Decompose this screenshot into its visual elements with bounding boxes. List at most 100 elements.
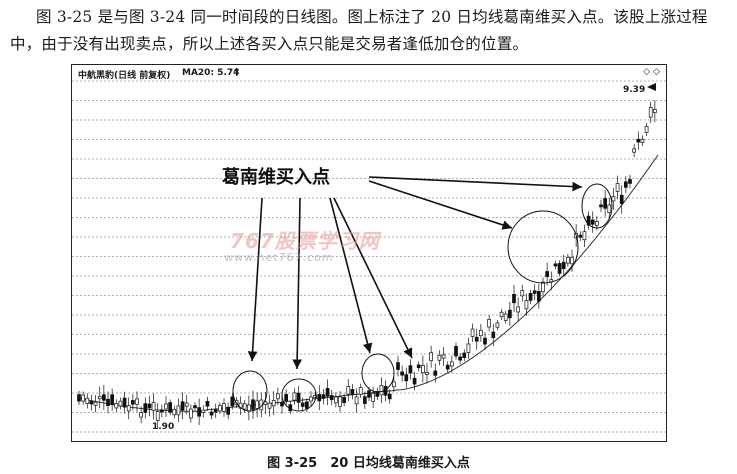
candle-body <box>85 397 90 404</box>
ma20-readout: MA20: 5.74 <box>182 68 240 78</box>
candle-body <box>387 393 392 400</box>
candle-body <box>135 398 139 405</box>
candle-body <box>338 396 342 407</box>
candle-body <box>603 198 607 209</box>
candle-body <box>566 256 570 264</box>
candle-body <box>126 405 131 412</box>
candle-body <box>532 290 537 294</box>
candle-body <box>151 401 156 411</box>
candle-body <box>325 388 330 397</box>
candle-body <box>396 362 400 370</box>
annotation-arrow <box>368 176 583 192</box>
candle-body <box>495 322 500 328</box>
candle-body <box>242 403 247 410</box>
candle-body <box>611 196 616 202</box>
candle-body <box>466 343 471 353</box>
candle-body <box>222 403 226 412</box>
candle-body <box>363 396 367 404</box>
figure-caption: 图 3-25 20 日均线葛南维买入点 <box>267 456 470 471</box>
candle-body <box>230 396 235 407</box>
candle-body <box>267 402 272 409</box>
candle-body <box>640 138 645 143</box>
chart-stock-title: 中航黑豹(日线 前复权) <box>78 71 171 81</box>
candle-body <box>89 401 94 405</box>
chart-corner-icons: ◇ ◇ <box>643 67 660 77</box>
candle-body <box>313 394 317 398</box>
candle-body <box>309 396 313 402</box>
candle-body <box>392 381 396 388</box>
annotation-arrow <box>333 197 413 359</box>
candle-body <box>168 402 172 413</box>
candle-body <box>516 306 520 313</box>
watermark-url: www.net767.com <box>224 251 334 264</box>
buy-point-circle <box>507 210 579 284</box>
candle-body <box>97 395 102 400</box>
candle-body <box>371 393 375 402</box>
candle-body <box>553 263 558 267</box>
candle-body <box>483 337 487 345</box>
candle-body <box>615 183 620 192</box>
buy-point-circle <box>361 353 395 393</box>
candle-body <box>334 396 338 404</box>
candle-body <box>139 412 143 418</box>
chart-canvas <box>72 80 668 433</box>
candle-body <box>632 148 636 153</box>
candle-body <box>537 291 541 302</box>
candle-body <box>164 403 168 410</box>
candle-body <box>429 352 433 362</box>
candle-body <box>454 346 458 357</box>
candle-body <box>77 394 81 402</box>
buy-point-annotation: 葛南维买入点 <box>222 167 330 188</box>
candle-body <box>425 371 429 375</box>
candle-body <box>412 377 417 385</box>
candle-body <box>110 394 114 405</box>
up-arrow-icon: ↑ <box>232 66 242 79</box>
candle-body <box>354 396 359 405</box>
candle-body <box>470 328 475 337</box>
candle-body <box>147 403 152 409</box>
candle-body <box>450 361 454 367</box>
candle-body <box>226 406 230 415</box>
candle-body <box>445 364 450 370</box>
candle-body <box>251 399 255 410</box>
kline-chart: 中航黑豹(日线 前复权) MA20: 5.74 ↑ ◇ ◇ 9.39 1.90 … <box>71 64 668 442</box>
candle-body <box>524 300 529 310</box>
candle-body <box>106 398 110 406</box>
ma20-line <box>77 154 659 412</box>
annotation-arrow <box>292 197 302 370</box>
candle-body <box>520 290 525 297</box>
candle-body <box>284 394 288 402</box>
candle-body <box>131 400 135 405</box>
candle-body <box>189 408 193 419</box>
candle-body <box>437 354 442 361</box>
candle-body <box>590 219 595 225</box>
candle-body <box>180 401 185 411</box>
candle-body <box>342 397 346 404</box>
candle-body <box>653 109 657 113</box>
candle-body <box>280 402 284 407</box>
candle-body <box>433 370 438 376</box>
candle-body <box>209 411 214 416</box>
candle-body <box>512 293 516 304</box>
candle-body <box>205 401 210 407</box>
candle-body <box>648 107 653 118</box>
candle-body <box>172 408 177 416</box>
candle-body <box>599 204 603 208</box>
buy-point-circle <box>281 378 317 412</box>
high-marker-icon <box>647 83 656 91</box>
candle-body <box>586 215 591 226</box>
candle-body <box>441 354 446 359</box>
candle-body <box>458 356 462 361</box>
candle-body <box>271 399 276 407</box>
candle-body <box>305 401 309 409</box>
candle-body <box>155 411 160 421</box>
candle-body <box>400 371 404 376</box>
candle-body <box>255 400 259 409</box>
candle-body <box>487 319 491 328</box>
candle-body <box>176 405 181 416</box>
candle-body <box>321 394 326 399</box>
buy-point-circle <box>581 183 613 229</box>
buy-point-circle <box>232 370 268 412</box>
candle-body <box>160 409 164 413</box>
candle-body <box>379 385 384 396</box>
